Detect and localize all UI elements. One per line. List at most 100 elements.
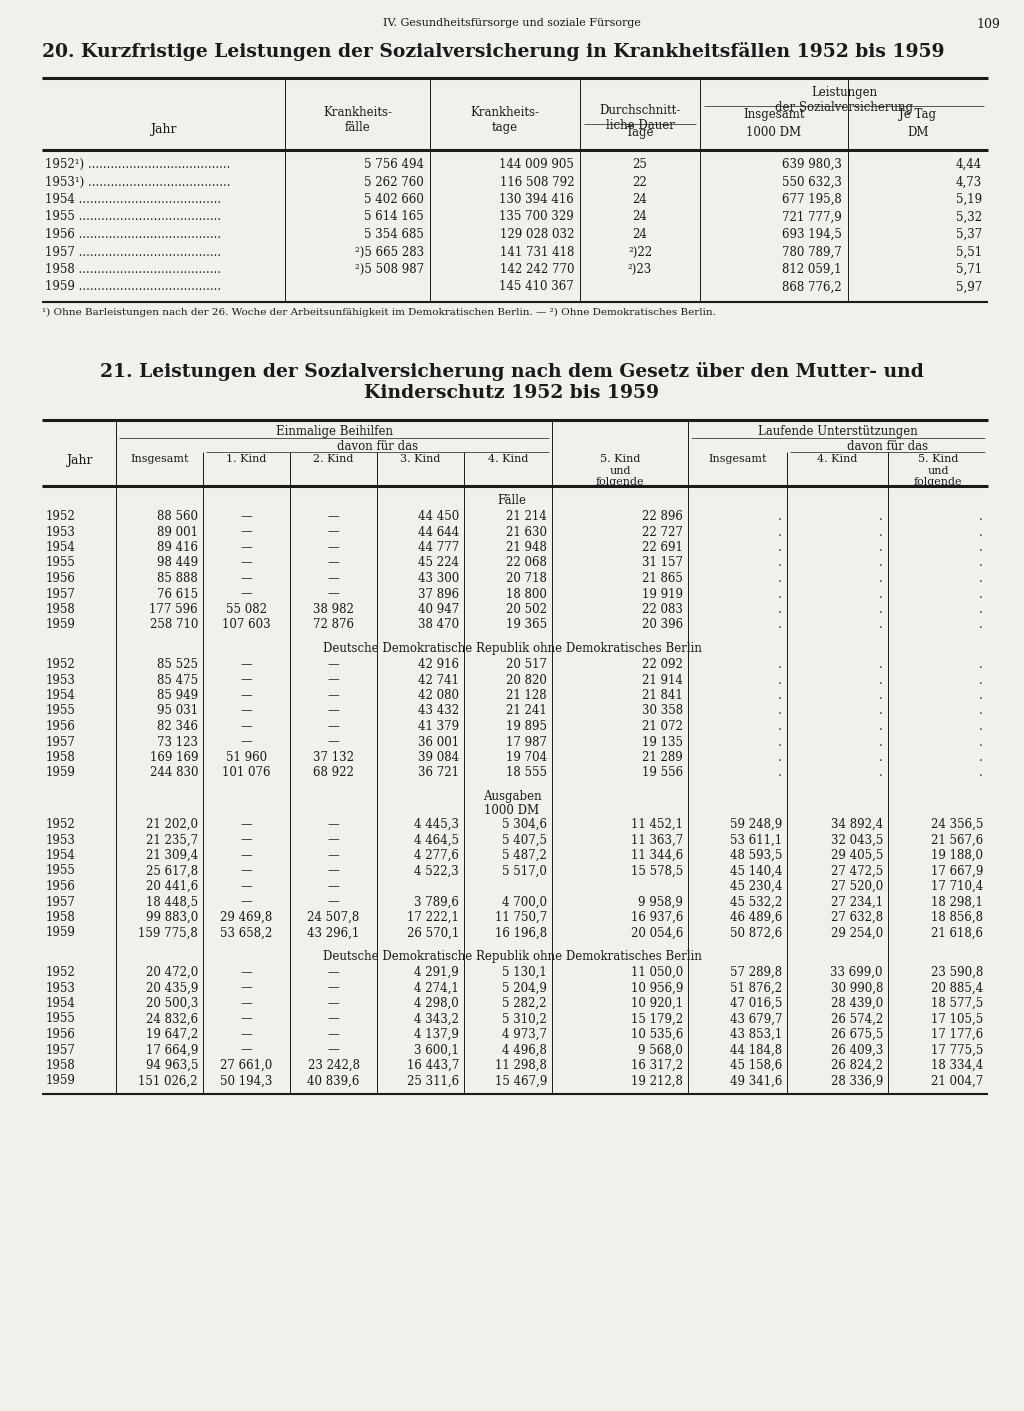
Text: .: . xyxy=(880,766,883,779)
Text: 44 644: 44 644 xyxy=(418,525,459,539)
Text: 15 578,5: 15 578,5 xyxy=(631,865,683,878)
Text: 15 467,9: 15 467,9 xyxy=(495,1075,547,1088)
Text: 5 130,1: 5 130,1 xyxy=(502,967,547,979)
Text: —: — xyxy=(241,1029,252,1041)
Text: 4 277,6: 4 277,6 xyxy=(414,849,459,862)
Text: .: . xyxy=(880,525,883,539)
Text: —: — xyxy=(241,509,252,523)
Text: —: — xyxy=(328,720,339,732)
Text: 45 224: 45 224 xyxy=(418,556,459,570)
Text: Deutsche Demokratische Republik ohne Demokratisches Berlin: Deutsche Demokratische Republik ohne Dem… xyxy=(323,950,701,962)
Text: —: — xyxy=(328,818,339,831)
Text: 73 123: 73 123 xyxy=(157,735,198,748)
Text: 5 262 760: 5 262 760 xyxy=(365,175,424,189)
Text: .: . xyxy=(979,525,983,539)
Text: ²)23: ²)23 xyxy=(628,262,652,277)
Text: 39 084: 39 084 xyxy=(418,751,459,763)
Text: 130 394 416: 130 394 416 xyxy=(500,193,574,206)
Text: Fälle: Fälle xyxy=(498,494,526,507)
Text: 4. Kind: 4. Kind xyxy=(817,454,858,464)
Text: 43 679,7: 43 679,7 xyxy=(729,1013,782,1026)
Text: 38 470: 38 470 xyxy=(418,618,459,632)
Text: —: — xyxy=(241,1044,252,1057)
Text: 4 291,9: 4 291,9 xyxy=(415,967,459,979)
Text: 48 593,5: 48 593,5 xyxy=(730,849,782,862)
Text: 5 354 685: 5 354 685 xyxy=(365,229,424,241)
Text: 29 405,5: 29 405,5 xyxy=(830,849,883,862)
Text: —: — xyxy=(328,1013,339,1026)
Text: .: . xyxy=(880,602,883,617)
Text: 45 158,6: 45 158,6 xyxy=(730,1060,782,1072)
Text: 25: 25 xyxy=(633,158,647,171)
Text: 21 004,7: 21 004,7 xyxy=(931,1075,983,1088)
Text: Insgesamt: Insgesamt xyxy=(743,109,805,121)
Text: 20. Kurzfristige Leistungen der Sozialversicherung in Krankheitsfällen 1952 bis : 20. Kurzfristige Leistungen der Sozialve… xyxy=(42,42,944,61)
Text: Krankheits-
tage: Krankheits- tage xyxy=(470,106,540,134)
Text: 45 140,4: 45 140,4 xyxy=(730,865,782,878)
Text: —: — xyxy=(241,849,252,862)
Text: —: — xyxy=(328,896,339,909)
Text: .: . xyxy=(979,751,983,763)
Text: 17 664,9: 17 664,9 xyxy=(145,1044,198,1057)
Text: 21 289: 21 289 xyxy=(642,751,683,763)
Text: .: . xyxy=(979,587,983,601)
Text: 44 450: 44 450 xyxy=(418,509,459,523)
Text: 550 632,3: 550 632,3 xyxy=(782,175,842,189)
Text: 17 222,1: 17 222,1 xyxy=(408,912,459,924)
Text: 151 026,2: 151 026,2 xyxy=(138,1075,198,1088)
Text: 46 489,6: 46 489,6 xyxy=(730,912,782,924)
Text: —: — xyxy=(241,896,252,909)
Text: 1955 ......................................: 1955 ...................................… xyxy=(45,210,221,223)
Text: 18 800: 18 800 xyxy=(506,587,547,601)
Text: 1000 DM: 1000 DM xyxy=(484,804,540,817)
Text: 20 396: 20 396 xyxy=(642,618,683,632)
Text: 19 365: 19 365 xyxy=(506,618,547,632)
Text: 1952: 1952 xyxy=(46,509,76,523)
Text: .: . xyxy=(880,673,883,687)
Text: —: — xyxy=(328,525,339,539)
Text: 15 179,2: 15 179,2 xyxy=(631,1013,683,1026)
Text: 24 507,8: 24 507,8 xyxy=(307,912,359,924)
Text: 17 667,9: 17 667,9 xyxy=(931,865,983,878)
Text: 5,71: 5,71 xyxy=(955,262,982,277)
Text: 1956: 1956 xyxy=(46,1029,76,1041)
Text: 1953: 1953 xyxy=(46,525,76,539)
Text: 23 242,8: 23 242,8 xyxy=(307,1060,359,1072)
Text: 5 487,2: 5 487,2 xyxy=(502,849,547,862)
Text: 82 346: 82 346 xyxy=(157,720,198,732)
Text: 144 009 905: 144 009 905 xyxy=(499,158,574,171)
Text: Kinderschutz 1952 bis 1959: Kinderschutz 1952 bis 1959 xyxy=(365,384,659,402)
Text: 26 675,5: 26 675,5 xyxy=(830,1029,883,1041)
Text: .: . xyxy=(880,704,883,718)
Text: —: — xyxy=(328,880,339,893)
Text: 88 560: 88 560 xyxy=(157,509,198,523)
Text: 21 202,0: 21 202,0 xyxy=(146,818,198,831)
Text: 94 963,5: 94 963,5 xyxy=(145,1060,198,1072)
Text: 28 336,9: 28 336,9 xyxy=(830,1075,883,1088)
Text: .: . xyxy=(778,704,782,718)
Text: 24: 24 xyxy=(633,210,647,223)
Text: 24 832,6: 24 832,6 xyxy=(145,1013,198,1026)
Text: 1957: 1957 xyxy=(46,735,76,748)
Text: .: . xyxy=(778,540,782,555)
Text: —: — xyxy=(328,849,339,862)
Text: 4,73: 4,73 xyxy=(955,175,982,189)
Text: 21 618,6: 21 618,6 xyxy=(931,927,983,940)
Text: .: . xyxy=(979,689,983,703)
Text: 21 841: 21 841 xyxy=(642,689,683,703)
Text: 1957: 1957 xyxy=(46,896,76,909)
Text: 24: 24 xyxy=(633,193,647,206)
Text: 21 072: 21 072 xyxy=(642,720,683,732)
Text: .: . xyxy=(778,587,782,601)
Text: 10 956,9: 10 956,9 xyxy=(631,982,683,995)
Text: .: . xyxy=(979,735,983,748)
Text: 5 756 494: 5 756 494 xyxy=(364,158,424,171)
Text: 4 464,5: 4 464,5 xyxy=(414,834,459,847)
Text: 17 710,4: 17 710,4 xyxy=(931,880,983,893)
Text: 55 082: 55 082 xyxy=(226,602,267,617)
Text: 101 076: 101 076 xyxy=(222,766,270,779)
Text: 17 177,6: 17 177,6 xyxy=(931,1029,983,1041)
Text: 812 059,1: 812 059,1 xyxy=(782,262,842,277)
Text: .: . xyxy=(979,509,983,523)
Text: Insgesamt: Insgesamt xyxy=(709,454,767,464)
